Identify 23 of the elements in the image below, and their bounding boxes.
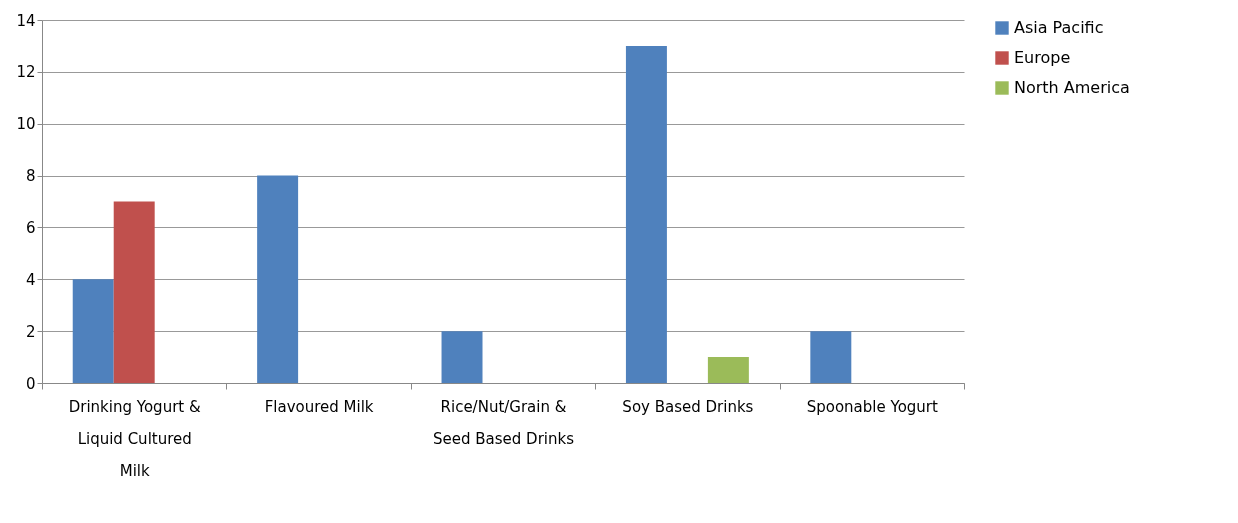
legend-label: North America — [1014, 78, 1130, 97]
bar — [707, 357, 749, 383]
y-tick-label: 12 — [16, 63, 36, 82]
bar — [113, 201, 155, 383]
y-tick-label: 0 — [25, 374, 36, 393]
x-tick-label: Spoonable Yogurt — [806, 397, 939, 416]
y-tick-label: 4 — [25, 270, 36, 289]
legend-label: Europe — [1014, 48, 1071, 67]
y-tick-label: 8 — [25, 167, 36, 186]
bar — [810, 331, 852, 383]
y-tick-label: 14 — [16, 11, 36, 30]
x-tick-label: Soy Based Drinks — [622, 397, 754, 416]
x-tick-label: Rice/Nut/Grain & Seed Based Drinks — [433, 397, 575, 448]
y-tick-label: 6 — [25, 218, 36, 237]
y-tick-label: 2 — [25, 322, 36, 341]
x-tick-label: Drinking Yogurt & Liquid Cultured Milk — [68, 397, 201, 480]
bar — [625, 45, 667, 383]
bar — [441, 331, 483, 383]
y-tick-label: 10 — [16, 115, 36, 134]
bar — [257, 175, 299, 383]
legend-label: Asia Pacific — [1014, 18, 1104, 37]
x-tick-label: Flavoured Milk — [264, 397, 374, 416]
bar — [72, 279, 114, 383]
